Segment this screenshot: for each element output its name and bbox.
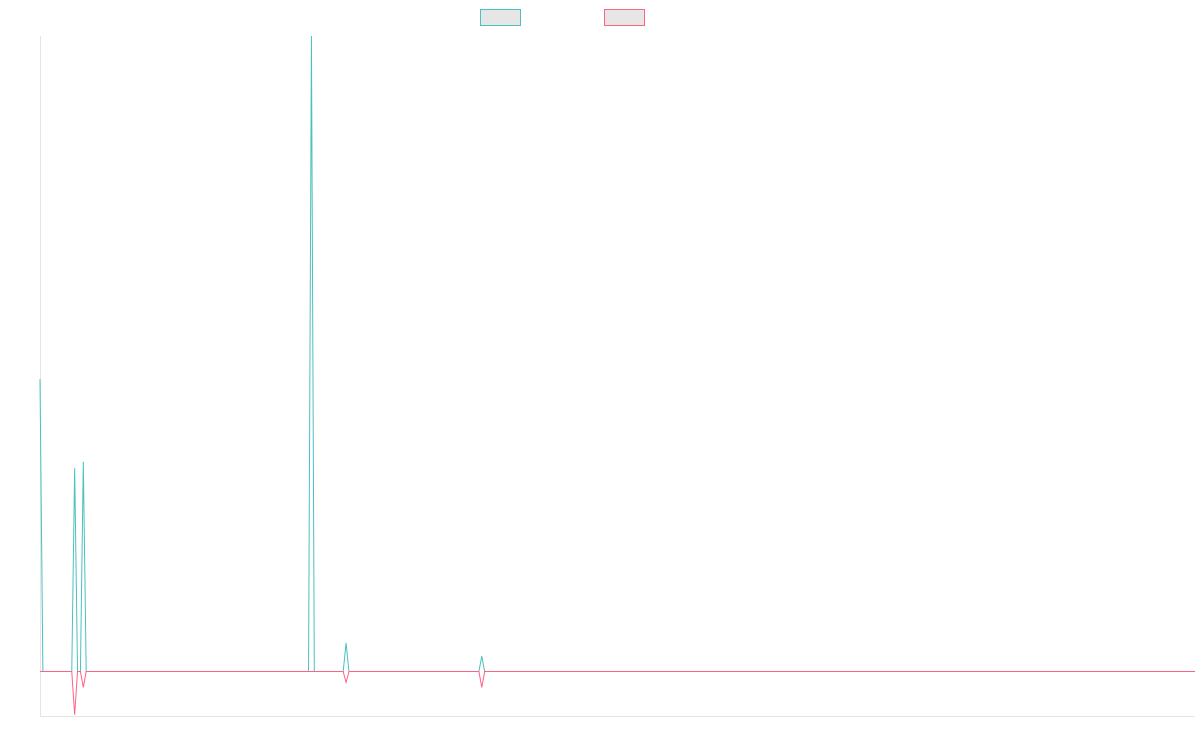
legend-swatch [480,9,521,26]
series-line [40,671,1195,715]
legend-swatch [604,9,645,26]
series-line [39,35,1195,673]
